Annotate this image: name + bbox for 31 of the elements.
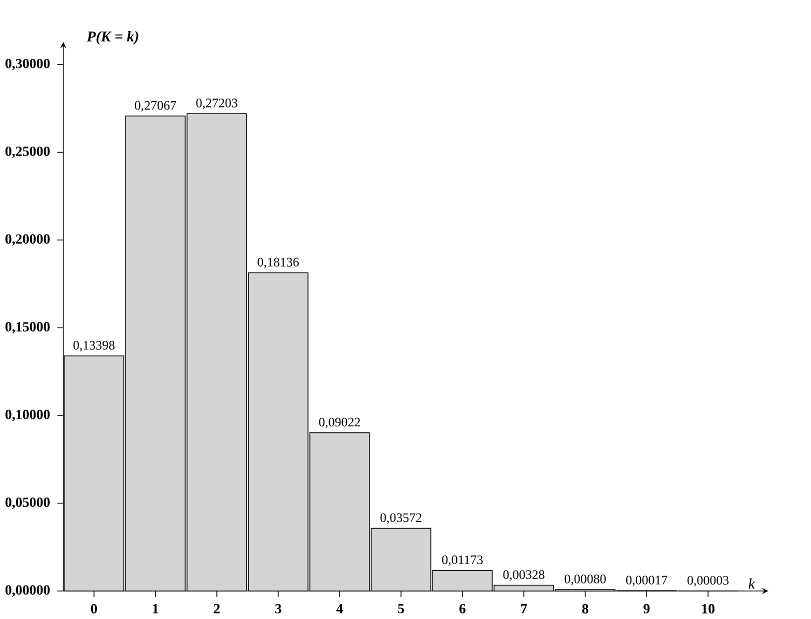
- data-label: 0,01173: [442, 555, 483, 566]
- data-label: 0,00017: [626, 576, 668, 586]
- x-tick-label: 8: [582, 604, 588, 614]
- y-tick-label: 0,15000: [5, 322, 50, 334]
- x-tick-label: 5: [398, 604, 404, 614]
- x-tick-label: 10: [702, 604, 714, 614]
- y-tick-label: 0,10000: [5, 410, 50, 422]
- x-tick-label: 0: [91, 604, 97, 614]
- y-tick-label: 0,00000: [5, 585, 50, 597]
- x-tick-label: 2: [214, 604, 220, 614]
- data-label: 0,00003: [688, 576, 729, 587]
- x-tick-label: 7: [521, 604, 527, 614]
- x-tick-label: 9: [644, 604, 650, 614]
- data-label: 0,00080: [564, 574, 606, 586]
- y-tick-label: 0,05000: [5, 498, 50, 509]
- x-tick-label: 6: [459, 604, 466, 614]
- data-label: 0,03572: [380, 513, 422, 524]
- data-label: 0,27067: [134, 101, 176, 112]
- data-label: 0,27203: [196, 98, 238, 110]
- x-tick-label: 1: [153, 604, 158, 614]
- y-tick-label: 0,25000: [5, 146, 50, 158]
- x-axis-title: k: [748, 578, 756, 589]
- data-label: 0,00328: [503, 570, 544, 581]
- y-tick-label: 0,30000: [5, 58, 50, 70]
- data-label: 0,18136: [258, 258, 299, 268]
- data-label: 0,09022: [319, 418, 360, 428]
- y-axis-title: P(K = k): [86, 31, 138, 45]
- data-label: 0,13398: [73, 340, 115, 352]
- x-tick-label: 3: [275, 604, 282, 614]
- y-tick-label: 0,20000: [5, 234, 50, 246]
- x-tick-label: 4: [336, 604, 343, 614]
